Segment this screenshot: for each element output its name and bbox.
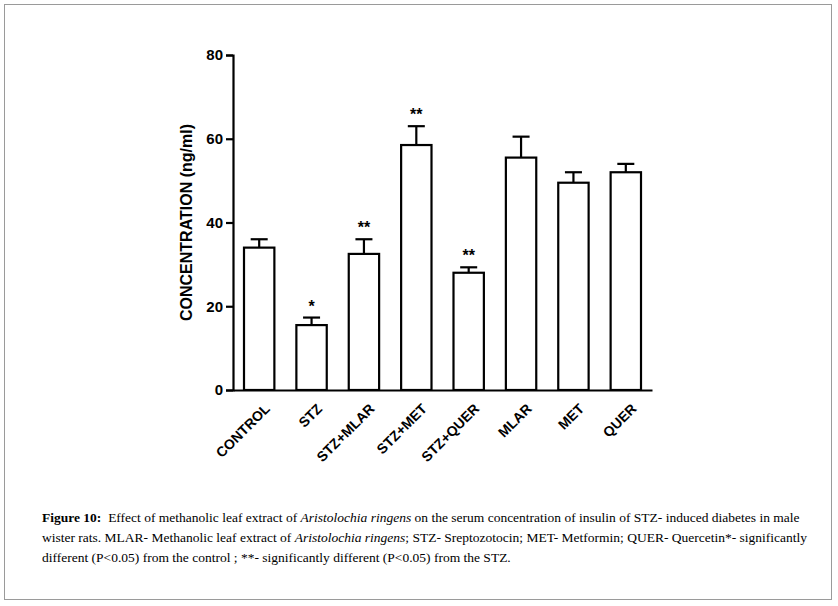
caption-text: Aristolochia ringens — [295, 530, 406, 545]
significance-marker: ** — [462, 247, 475, 264]
error-bar — [513, 137, 530, 158]
significance-markers: ******* — [308, 106, 475, 314]
x-tick: STZ+MET — [373, 390, 430, 457]
plot-area — [244, 126, 641, 390]
y-tick: 0 — [215, 381, 233, 398]
x-tick: MLAR — [495, 390, 535, 440]
error-bar — [460, 267, 477, 272]
y-tick-mark — [226, 222, 233, 224]
y-tick-mark — [226, 54, 233, 56]
error-bar-cap — [303, 316, 320, 318]
y-tick-label: 60 — [206, 130, 223, 147]
chart: *******020406080CONTROLSTZSTZ+MLARSTZ+ME… — [0, 0, 838, 500]
y-tick-mark — [226, 389, 233, 391]
y-tick-mark — [226, 138, 233, 140]
bar — [611, 172, 641, 390]
error-bar-stem — [415, 126, 417, 145]
y-tick-label: 40 — [206, 214, 223, 231]
y-tick-label: 20 — [206, 298, 223, 315]
x-axis-line — [234, 389, 653, 391]
error-bar-cap — [617, 163, 634, 165]
error-bar-stem — [572, 172, 574, 182]
error-bar — [408, 126, 425, 145]
x-tick-label: MLAR — [495, 400, 535, 440]
y-tick: 20 — [206, 298, 233, 315]
x-tick: MET — [555, 390, 588, 433]
error-bar-stem — [258, 239, 260, 247]
bar — [349, 254, 379, 390]
x-tick: STZ+QUER — [418, 390, 482, 465]
error-bar-stem — [310, 318, 312, 326]
bar — [296, 325, 326, 390]
error-bar-cap — [355, 238, 372, 240]
caption-text: Effect of methanolic leaf extract of — [101, 510, 300, 525]
x-tick-label: STZ+QUER — [418, 400, 482, 464]
y-tick-label: 0 — [215, 381, 223, 398]
y-tick: 80 — [206, 46, 233, 63]
x-tick: CONTROL — [213, 390, 274, 461]
bar — [401, 145, 431, 390]
error-bar-cap — [408, 125, 425, 127]
significance-marker: * — [308, 298, 315, 315]
error-bar — [303, 318, 320, 326]
x-tick-label: QUER — [600, 400, 640, 440]
bar — [558, 183, 588, 390]
caption-label: Figure 10: — [42, 510, 101, 525]
significance-marker: ** — [410, 106, 423, 123]
y-axis-title: CONCENTRATION (ng/ml) — [178, 124, 195, 321]
x-tick-label: STZ — [295, 400, 325, 430]
error-bar — [617, 164, 634, 172]
caption: Figure 10: Effect of methanolic leaf ext… — [42, 508, 822, 568]
x-tick-label: CONTROL — [213, 400, 274, 461]
y-tick-mark — [226, 306, 233, 308]
x-tick: STZ — [295, 390, 325, 430]
y-tick: 60 — [206, 130, 233, 147]
x-tick: QUER — [600, 390, 640, 440]
error-bar — [355, 239, 372, 254]
bar — [453, 273, 483, 390]
error-bar-stem — [363, 239, 365, 254]
x-axis: CONTROL STZSTZ+MLARSTZ+METSTZ+QUER MLAR MET… — [213, 390, 653, 465]
error-bar-cap — [251, 238, 268, 240]
x-tick-label: STZ+MLAR — [313, 400, 377, 464]
bar — [506, 158, 536, 390]
error-bar-cap — [513, 136, 530, 138]
x-tick: STZ+MLAR — [313, 390, 377, 465]
significance-marker: ** — [358, 219, 371, 236]
error-bar-stem — [520, 137, 522, 158]
error-bar — [565, 172, 582, 182]
caption-text: Aristolochia ringens — [301, 510, 412, 525]
y-tick-label: 80 — [206, 46, 223, 63]
bar — [244, 248, 274, 390]
error-bar-cap — [565, 171, 582, 173]
error-bar — [251, 239, 268, 247]
y-axis-line — [226, 56, 234, 391]
y-tick: 40 — [206, 214, 233, 231]
x-tick-label: MET — [555, 400, 588, 433]
error-bar-cap — [460, 266, 477, 268]
error-bar-stem — [625, 164, 627, 172]
y-axis: 0 20 40 60 80 — [206, 46, 233, 398]
